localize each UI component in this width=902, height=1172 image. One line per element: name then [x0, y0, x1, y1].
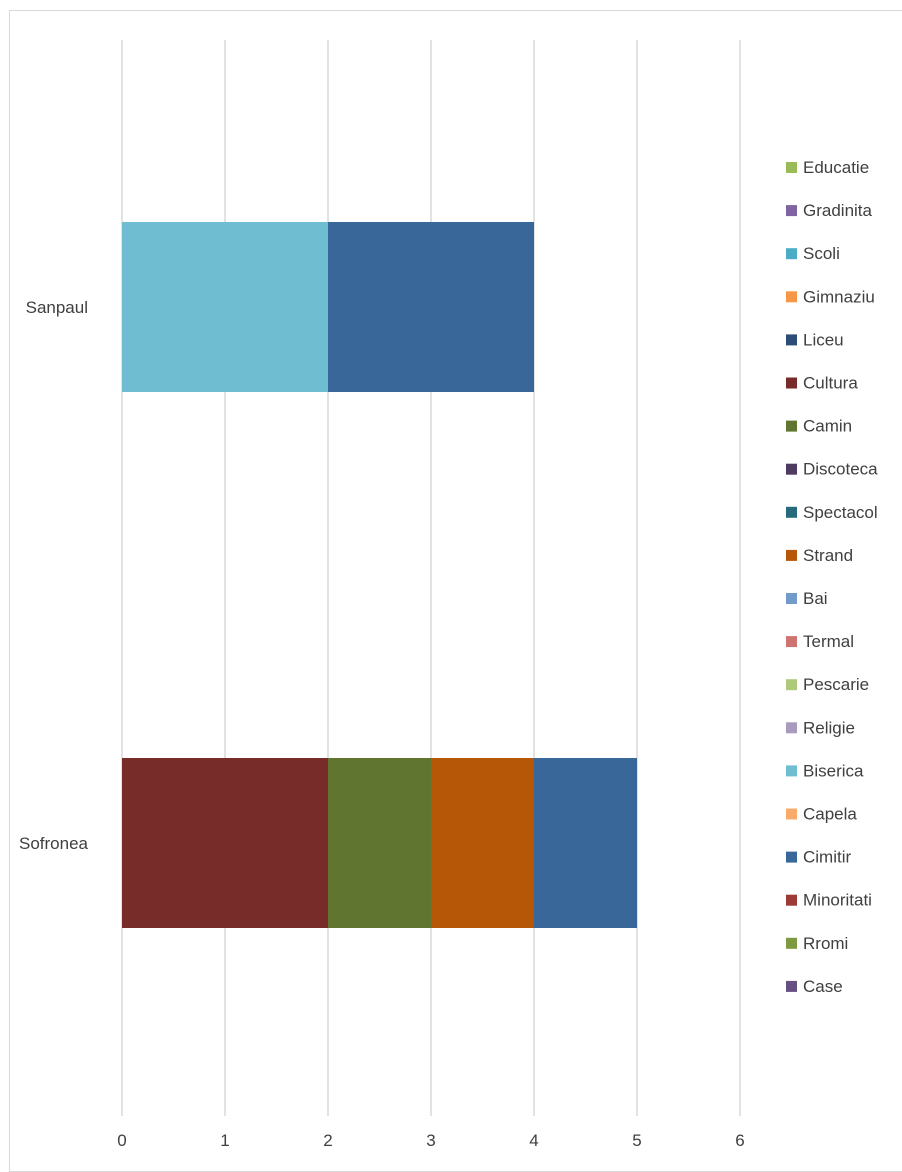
bar-segment: [431, 758, 534, 928]
legend-swatch: [786, 463, 797, 475]
legend-label: Minoritati: [803, 891, 872, 910]
legend: Educatie Gradinita Scoli Gimnaziu Liceu Cultu…: [786, 158, 878, 996]
bar-segment: [122, 222, 328, 392]
legend-item: Spectacol: [786, 503, 878, 522]
legend-swatch: [786, 980, 797, 992]
legend-item: Liceu: [786, 330, 844, 349]
legend-label: Scoli: [803, 244, 840, 263]
x-tick-label: 0: [117, 1131, 126, 1150]
legend-item: Pescarie: [786, 675, 869, 694]
legend-swatch: [786, 851, 797, 863]
legend-item: Cultura: [786, 374, 858, 393]
bar-segment: [328, 758, 431, 928]
legend-item: Gimnaziu: [786, 287, 875, 306]
legend-item: Biserica: [786, 761, 864, 780]
x-tick-label: 2: [323, 1131, 332, 1150]
gridlines: [121, 40, 741, 1116]
x-tick-label: 3: [426, 1131, 435, 1150]
legend-item: Rromi: [786, 934, 848, 953]
legend-item: Strand: [786, 546, 853, 565]
legend-label: Discoteca: [803, 460, 878, 479]
legend-swatch: [786, 334, 797, 346]
x-tick-label: 6: [735, 1131, 744, 1150]
legend-label: Religie: [803, 718, 855, 737]
legend-label: Gimnaziu: [803, 287, 875, 306]
chart-area: [9, 10, 902, 1172]
legend-swatch: [786, 722, 797, 734]
legend-label: Rromi: [803, 934, 848, 953]
legend-item: Cimitir: [786, 848, 851, 867]
bar-segment: [534, 758, 637, 928]
legend-swatch: [786, 506, 797, 518]
legend-swatch: [786, 593, 797, 604]
x-tick-label: 5: [632, 1131, 641, 1150]
legend-label: Capela: [803, 805, 857, 824]
legend-swatch: [786, 765, 797, 777]
legend-label: Spectacol: [803, 503, 878, 522]
legend-label: Gradinita: [803, 201, 873, 220]
legend-label: Biserica: [803, 761, 864, 780]
legend-swatch: [786, 162, 797, 173]
x-axis-ticks: 0 1 2 3 4 5 6: [117, 1131, 744, 1150]
legend-label: Bai: [803, 589, 828, 608]
legend-swatch: [786, 808, 797, 820]
legend-label: Cimitir: [803, 848, 851, 867]
legend-label: Cultura: [803, 374, 858, 393]
legend-swatch: [786, 636, 797, 648]
x-tick-label: 4: [529, 1131, 538, 1150]
legend-item: Scoli: [786, 244, 840, 263]
legend-item: Gradinita: [786, 201, 873, 220]
x-tick-label: 1: [220, 1131, 229, 1150]
legend-swatch: [786, 420, 797, 432]
legend-item: Bai: [786, 589, 828, 608]
legend-swatch: [786, 205, 797, 217]
bar-segment: [122, 758, 328, 928]
category-axis: Sanpaul Sofronea: [19, 298, 89, 853]
legend-label: Termal: [803, 632, 854, 651]
legend-item: Religie: [786, 718, 855, 737]
legend-label: Liceu: [803, 330, 844, 349]
legend-label: Camin: [803, 417, 852, 436]
legend-swatch: [786, 549, 797, 561]
legend-item: Capela: [786, 805, 857, 824]
legend-swatch: [786, 291, 797, 303]
legend-item: Minoritati: [786, 891, 872, 910]
legend-item: Educatie: [786, 158, 869, 177]
legend-swatch: [786, 248, 797, 260]
legend-swatch: [786, 937, 797, 949]
legend-label: Strand: [803, 546, 853, 565]
bars: [122, 222, 637, 928]
legend-item: Camin: [786, 417, 852, 436]
legend-item: Case: [786, 977, 843, 996]
legend-swatch: [786, 679, 797, 691]
legend-label: Educatie: [803, 158, 869, 177]
legend-item: Termal: [786, 632, 854, 651]
category-label: Sofronea: [19, 834, 89, 853]
category-label: Sanpaul: [26, 298, 88, 317]
legend-label: Case: [803, 977, 843, 996]
legend-swatch: [786, 377, 797, 389]
legend-item: Discoteca: [786, 460, 878, 479]
bar-segment: [328, 222, 534, 392]
legend-label: Pescarie: [803, 675, 869, 694]
legend-swatch: [786, 894, 797, 906]
